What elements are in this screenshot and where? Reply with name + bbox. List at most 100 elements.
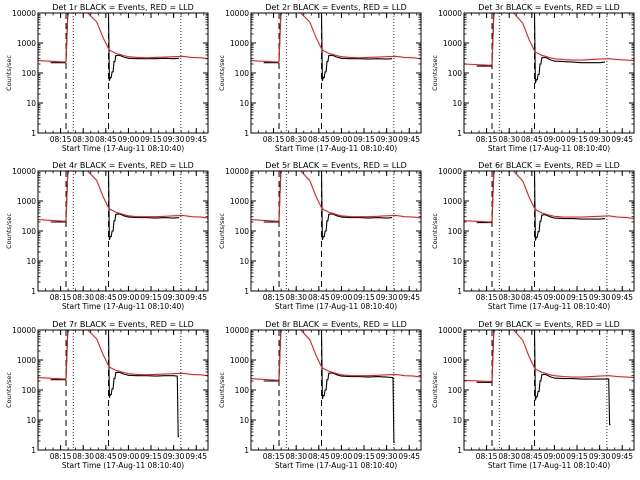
lld-series-line [464,171,634,223]
detector-panel-3: Det 3r BLACK = Events, RED = LLD 1 10 100 10… [431,3,635,153]
panel-title: Det 6r BLACK = Events, RED = LLD [478,161,620,170]
y-tick-label: 10 [452,416,462,425]
x-tick-label: 09:00 [544,293,566,302]
y-tick-label: 10 [26,416,36,425]
y-tick-label: 1000 [443,39,462,48]
y-axis-label: Counts/sec [431,213,439,249]
x-tick-label: 08:45 [308,293,330,302]
panel-title: Det 9r BLACK = Events, RED = LLD [478,320,620,329]
y-tick-label: 10000 [12,167,36,176]
y-tick-label: 1 [457,129,462,138]
events-series-line [263,13,393,81]
x-axis-label: Start Time (17-Aug-11 08:10:40) [488,302,610,311]
detector-panel-9: Det 9r BLACK = Events, RED = LLD 1 10 100 10… [431,320,635,470]
plot-frame [250,170,422,292]
events-series-line [50,171,180,241]
plot-frame [37,12,209,134]
x-tick-label: 08:30 [498,452,520,461]
lld-series-line [464,330,634,383]
y-tick-label: 10 [452,99,462,108]
x-tick-label: 09:45 [611,293,633,302]
events-series-line [50,330,180,438]
x-tick-label: 09:30 [376,452,398,461]
panel-title: Det 4r BLACK = Events, RED = LLD [52,161,194,170]
y-tick-label: 1 [457,287,462,296]
detector-panel-8: Det 8r BLACK = Events, RED = LLD 1 10 100 10… [218,320,422,470]
events-series-line [476,330,611,426]
x-tick-label: 08:15 [50,293,72,302]
x-tick-label: 08:15 [50,135,72,144]
y-axis-label: Counts/sec [5,213,13,249]
x-tick-label: 08:30 [72,452,94,461]
y-tick-label: 1000 [443,197,462,206]
x-tick-label: 08:30 [498,293,520,302]
x-axis-label: Start Time (17-Aug-11 08:10:40) [62,144,184,153]
x-tick-label: 09:45 [398,293,420,302]
x-tick-label: 09:00 [544,135,566,144]
x-tick-label: 09:45 [398,452,420,461]
x-tick-label: 08:45 [95,452,117,461]
x-tick-label: 09:45 [398,135,420,144]
x-tick-label: 08:30 [498,135,520,144]
y-tick-label: 10000 [12,9,36,18]
detector-panel-6: Det 6r BLACK = Events, RED = LLD 1 10 100 10… [431,161,635,311]
y-tick-label: 10000 [12,326,36,335]
y-tick-label: 10 [26,257,36,266]
panel-series-group [464,171,634,241]
x-tick-label: 08:30 [285,452,307,461]
y-tick-label: 1000 [443,356,462,365]
y-tick-label: 10000 [438,167,462,176]
x-tick-label: 09:15 [566,135,588,144]
x-tick-label: 09:00 [118,293,140,302]
events-series-line [476,13,606,84]
y-tick-label: 1000 [17,197,36,206]
x-tick-label: 09:15 [353,135,375,144]
detector-panel-5: Det 5r BLACK = Events, RED = LLD 1 10 100 10… [218,161,422,311]
events-series-line [476,171,606,241]
x-tick-label: 09:15 [353,452,375,461]
events-series-line [263,171,393,241]
plot-frame [250,12,422,134]
y-tick-label: 100 [22,69,37,78]
x-tick-label: 08:15 [263,135,285,144]
panel-series-group [251,330,421,443]
detector-panel-2: Det 2r BLACK = Events, RED = LLD 1 10 100 10… [218,3,422,153]
x-tick-label: 08:45 [521,135,543,144]
x-axis-label: Start Time (17-Aug-11 08:10:40) [62,461,184,470]
panel-series-group [464,330,634,426]
y-tick-label: 10 [452,257,462,266]
plot-frame [250,329,422,451]
events-series-line [263,330,395,443]
lld-series-line [464,13,634,66]
x-tick-label: 09:30 [376,293,398,302]
y-tick-label: 10000 [225,9,249,18]
y-tick-label: 10000 [225,167,249,176]
y-tick-label: 10000 [225,326,249,335]
x-tick-label: 09:15 [353,293,375,302]
y-tick-label: 100 [448,227,463,236]
x-tick-label: 08:30 [285,293,307,302]
detector-panel-4: Det 4r BLACK = Events, RED = LLD 1 10 100 10… [5,161,209,311]
x-tick-label: 09:30 [163,452,185,461]
lld-series-line [251,13,421,63]
y-tick-label: 10 [239,416,249,425]
x-tick-label: 08:45 [308,452,330,461]
y-tick-label: 1000 [230,39,249,48]
x-tick-label: 09:15 [140,135,162,144]
x-tick-label: 08:45 [308,135,330,144]
x-axis-label: Start Time (17-Aug-11 08:10:40) [275,144,397,153]
y-tick-label: 100 [22,227,37,236]
x-tick-label: 08:15 [50,452,72,461]
panel-title: Det 7r BLACK = Events, RED = LLD [52,320,194,329]
panel-title: Det 8r BLACK = Events, RED = LLD [265,320,407,329]
y-tick-label: 1 [244,129,249,138]
y-axis-label: Counts/sec [5,372,13,408]
y-tick-label: 1 [31,129,36,138]
y-axis-label: Counts/sec [218,372,226,408]
lld-series-line [38,171,208,222]
x-tick-label: 08:30 [72,135,94,144]
y-axis-label: Counts/sec [218,213,226,249]
lld-series-line [251,171,421,222]
x-tick-label: 08:15 [263,452,285,461]
